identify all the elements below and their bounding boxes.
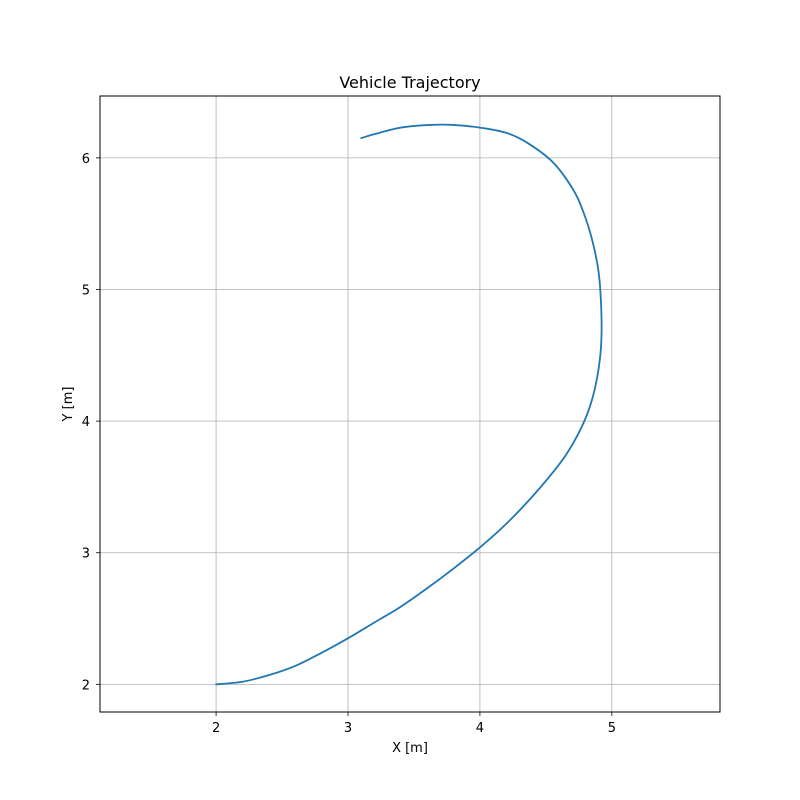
- y-tick-label: 6: [82, 152, 90, 167]
- y-tick-label: 2: [82, 678, 90, 693]
- x-tick-label: 2: [212, 721, 220, 736]
- series-layer: [215, 123, 603, 686]
- trajectory-line: [215, 123, 603, 686]
- y-axis-label: Y [m]: [61, 387, 76, 423]
- x-tick-label: 4: [476, 721, 484, 736]
- y-tick-label: 5: [82, 283, 90, 298]
- y-tick-label: 3: [82, 547, 90, 562]
- x-tick-label: 3: [344, 721, 352, 736]
- x-tick-label: 5: [608, 721, 616, 736]
- y-tick-label: 4: [82, 415, 90, 430]
- chart-title: Vehicle Trajectory: [339, 73, 480, 92]
- axis-ticks: 2 3 4 5 2 3 4 5 6: [82, 152, 616, 736]
- grid: [100, 96, 720, 712]
- x-axis-label: X [m]: [392, 741, 428, 756]
- plot-frame: [99, 95, 721, 713]
